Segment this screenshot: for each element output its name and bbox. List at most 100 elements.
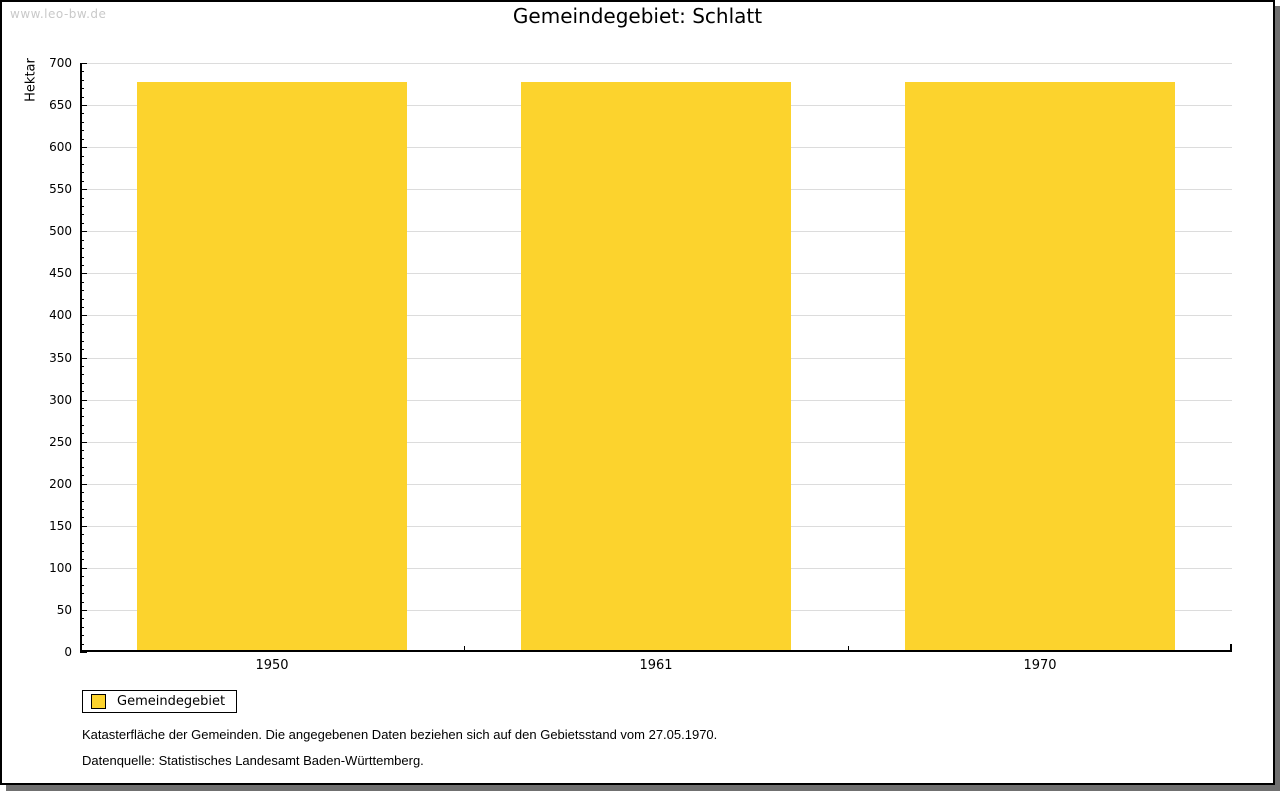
y-tick-label: 50 xyxy=(56,603,72,617)
y-minor-tick xyxy=(80,172,84,173)
y-minor-tick xyxy=(80,602,84,603)
y-minor-tick xyxy=(80,156,84,157)
y-minor-tick xyxy=(80,635,84,636)
y-major-tick xyxy=(80,231,87,232)
y-minor-tick xyxy=(80,450,84,451)
y-minor-tick xyxy=(80,282,84,283)
y-major-tick xyxy=(80,105,87,106)
y-minor-tick xyxy=(80,88,84,89)
y-major-tick xyxy=(80,442,87,443)
y-major-tick xyxy=(80,610,87,611)
y-minor-tick xyxy=(80,501,84,502)
x-boundary-tick xyxy=(848,646,849,652)
y-major-tick xyxy=(80,568,87,569)
y-minor-tick xyxy=(80,366,84,367)
y-tick-label: 300 xyxy=(49,393,72,407)
y-minor-tick xyxy=(80,257,84,258)
y-minor-tick xyxy=(80,71,84,72)
y-minor-tick xyxy=(80,341,84,342)
legend-swatch-icon xyxy=(91,694,106,709)
y-minor-tick xyxy=(80,198,84,199)
y-minor-tick xyxy=(80,618,84,619)
y-minor-tick xyxy=(80,425,84,426)
y-minor-tick xyxy=(80,223,84,224)
y-major-tick xyxy=(80,484,87,485)
y-minor-tick xyxy=(80,307,84,308)
y-minor-tick xyxy=(80,265,84,266)
x-tick-label: 1950 xyxy=(255,658,289,673)
y-tick-label: 0 xyxy=(64,645,72,659)
y-major-tick xyxy=(80,358,87,359)
y-minor-tick xyxy=(80,130,84,131)
y-minor-tick xyxy=(80,551,84,552)
y-tick-label: 150 xyxy=(49,519,72,533)
y-gridline xyxy=(80,63,1232,64)
plot-area: 1950 1961 1970 0 50 100 150 200 250 300 350 400 450 5… xyxy=(49,56,1232,673)
legend: Gemeindegebiet xyxy=(82,690,238,713)
bar-1961 xyxy=(521,82,791,652)
y-minor-tick xyxy=(80,593,84,594)
y-minor-tick xyxy=(80,433,84,434)
y-minor-tick xyxy=(80,332,84,333)
x-axis-endcap-tick xyxy=(1230,644,1232,652)
y-major-tick xyxy=(80,315,87,316)
y-minor-tick xyxy=(80,543,84,544)
y-tick-label: 550 xyxy=(49,182,72,196)
y-minor-tick xyxy=(80,290,84,291)
y-minor-tick xyxy=(80,492,84,493)
y-minor-tick xyxy=(80,299,84,300)
y-tick-label: 100 xyxy=(49,561,72,575)
footnote-source-note: Katasterfläche der Gemeinden. Die angege… xyxy=(82,727,718,742)
y-minor-tick xyxy=(80,644,84,645)
y-tick-label: 350 xyxy=(49,351,72,365)
y-major-tick xyxy=(80,63,87,64)
y-minor-tick xyxy=(80,467,84,468)
legend-label: Gemeindegebiet xyxy=(117,693,226,709)
y-tick-label: 600 xyxy=(49,140,72,154)
y-major-tick xyxy=(80,189,87,190)
y-minor-tick xyxy=(80,122,84,123)
y-axis-line xyxy=(80,63,82,652)
y-minor-tick xyxy=(80,80,84,81)
y-major-tick xyxy=(80,652,87,653)
y-tick-label: 200 xyxy=(49,477,72,491)
y-minor-tick xyxy=(80,391,84,392)
y-minor-tick xyxy=(80,475,84,476)
y-major-tick xyxy=(80,526,87,527)
y-minor-tick xyxy=(80,240,84,241)
y-minor-tick xyxy=(80,559,84,560)
y-minor-tick xyxy=(80,517,84,518)
y-major-tick xyxy=(80,400,87,401)
y-minor-tick xyxy=(80,139,84,140)
y-minor-tick xyxy=(80,164,84,165)
y-tick-label: 500 xyxy=(49,224,72,238)
y-tick-label: 400 xyxy=(49,308,72,322)
bar-1970 xyxy=(905,82,1175,652)
y-minor-tick xyxy=(80,214,84,215)
y-minor-tick xyxy=(80,383,84,384)
y-major-tick xyxy=(80,147,87,148)
watermark: www.leo-bw.de xyxy=(10,7,107,21)
y-tick-label: 250 xyxy=(49,435,72,449)
y-tick-label: 650 xyxy=(49,98,72,112)
y-minor-tick xyxy=(80,576,84,577)
bar-1950 xyxy=(137,82,407,652)
y-tick-label: 450 xyxy=(49,266,72,280)
y-minor-tick xyxy=(80,113,84,114)
y-tick-label: 700 xyxy=(49,56,72,70)
y-minor-tick xyxy=(80,349,84,350)
x-axis-line xyxy=(80,650,1232,652)
y-minor-tick xyxy=(80,181,84,182)
y-major-tick xyxy=(80,273,87,274)
y-minor-tick xyxy=(80,408,84,409)
y-minor-tick xyxy=(80,534,84,535)
y-minor-tick xyxy=(80,324,84,325)
y-minor-tick xyxy=(80,416,84,417)
x-boundary-tick xyxy=(464,646,465,652)
chart-title: Gemeindegebiet: Schlatt xyxy=(512,4,763,28)
y-minor-tick xyxy=(80,627,84,628)
y-minor-tick xyxy=(80,374,84,375)
x-tick-label: 1970 xyxy=(1023,658,1057,673)
y-minor-tick xyxy=(80,97,84,98)
